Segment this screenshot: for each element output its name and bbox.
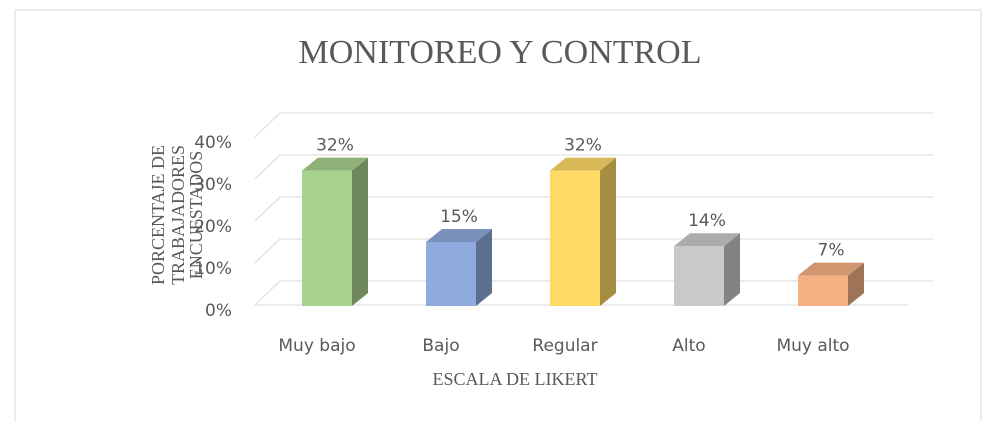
bar-top bbox=[674, 233, 740, 247]
grid-line-side bbox=[254, 280, 281, 306]
bar bbox=[426, 242, 476, 306]
y-axis-title-line: TRABAJADORES bbox=[168, 145, 188, 285]
x-axis-title: ESCALA DE LIKERT bbox=[433, 369, 598, 389]
x-tick-label: Regular bbox=[532, 336, 597, 356]
x-tick-label: Muy bajo bbox=[278, 336, 355, 356]
bar bbox=[674, 246, 724, 306]
bar-side bbox=[600, 157, 616, 306]
data-label: 32% bbox=[316, 136, 354, 156]
bar-top bbox=[426, 229, 492, 242]
bar-side bbox=[352, 157, 368, 306]
y-tick-label: 0% bbox=[205, 301, 232, 321]
y-axis-title-line: ENCUESTADOS bbox=[186, 151, 206, 280]
y-tick-label: 10% bbox=[194, 259, 232, 279]
y-axis-title-line: PORCENTAJE DE bbox=[148, 145, 168, 285]
chart-frame bbox=[14, 9, 982, 421]
bar-top bbox=[302, 157, 368, 171]
x-tick-label: Alto bbox=[672, 336, 705, 356]
chart-title: MONITOREO Y CONTROL bbox=[299, 34, 702, 71]
bar bbox=[798, 275, 848, 306]
data-label: 15% bbox=[440, 207, 478, 227]
bar bbox=[302, 170, 352, 306]
bar-side bbox=[848, 262, 864, 306]
x-tick-label: Bajo bbox=[422, 336, 459, 356]
data-label: 7% bbox=[818, 241, 845, 261]
data-label: 32% bbox=[564, 136, 602, 156]
y-tick-label: 30% bbox=[194, 175, 232, 195]
y-tick-label: 20% bbox=[194, 217, 232, 237]
bar-side bbox=[724, 233, 740, 306]
grid-line-side bbox=[254, 238, 281, 264]
bar-top bbox=[798, 262, 864, 276]
data-label: 14% bbox=[688, 211, 726, 231]
y-tick-label: 40% bbox=[194, 133, 232, 153]
bar-side bbox=[476, 229, 492, 306]
grid-line-side bbox=[254, 154, 281, 180]
bar-top bbox=[550, 157, 616, 171]
grid-line-side bbox=[254, 112, 281, 138]
x-tick-label: Muy alto bbox=[776, 336, 849, 356]
y-axis-title: PORCENTAJE DE TRABAJADORES ENCUESTADOS bbox=[148, 145, 206, 285]
bar bbox=[550, 170, 600, 306]
grid-line-side bbox=[254, 196, 281, 222]
